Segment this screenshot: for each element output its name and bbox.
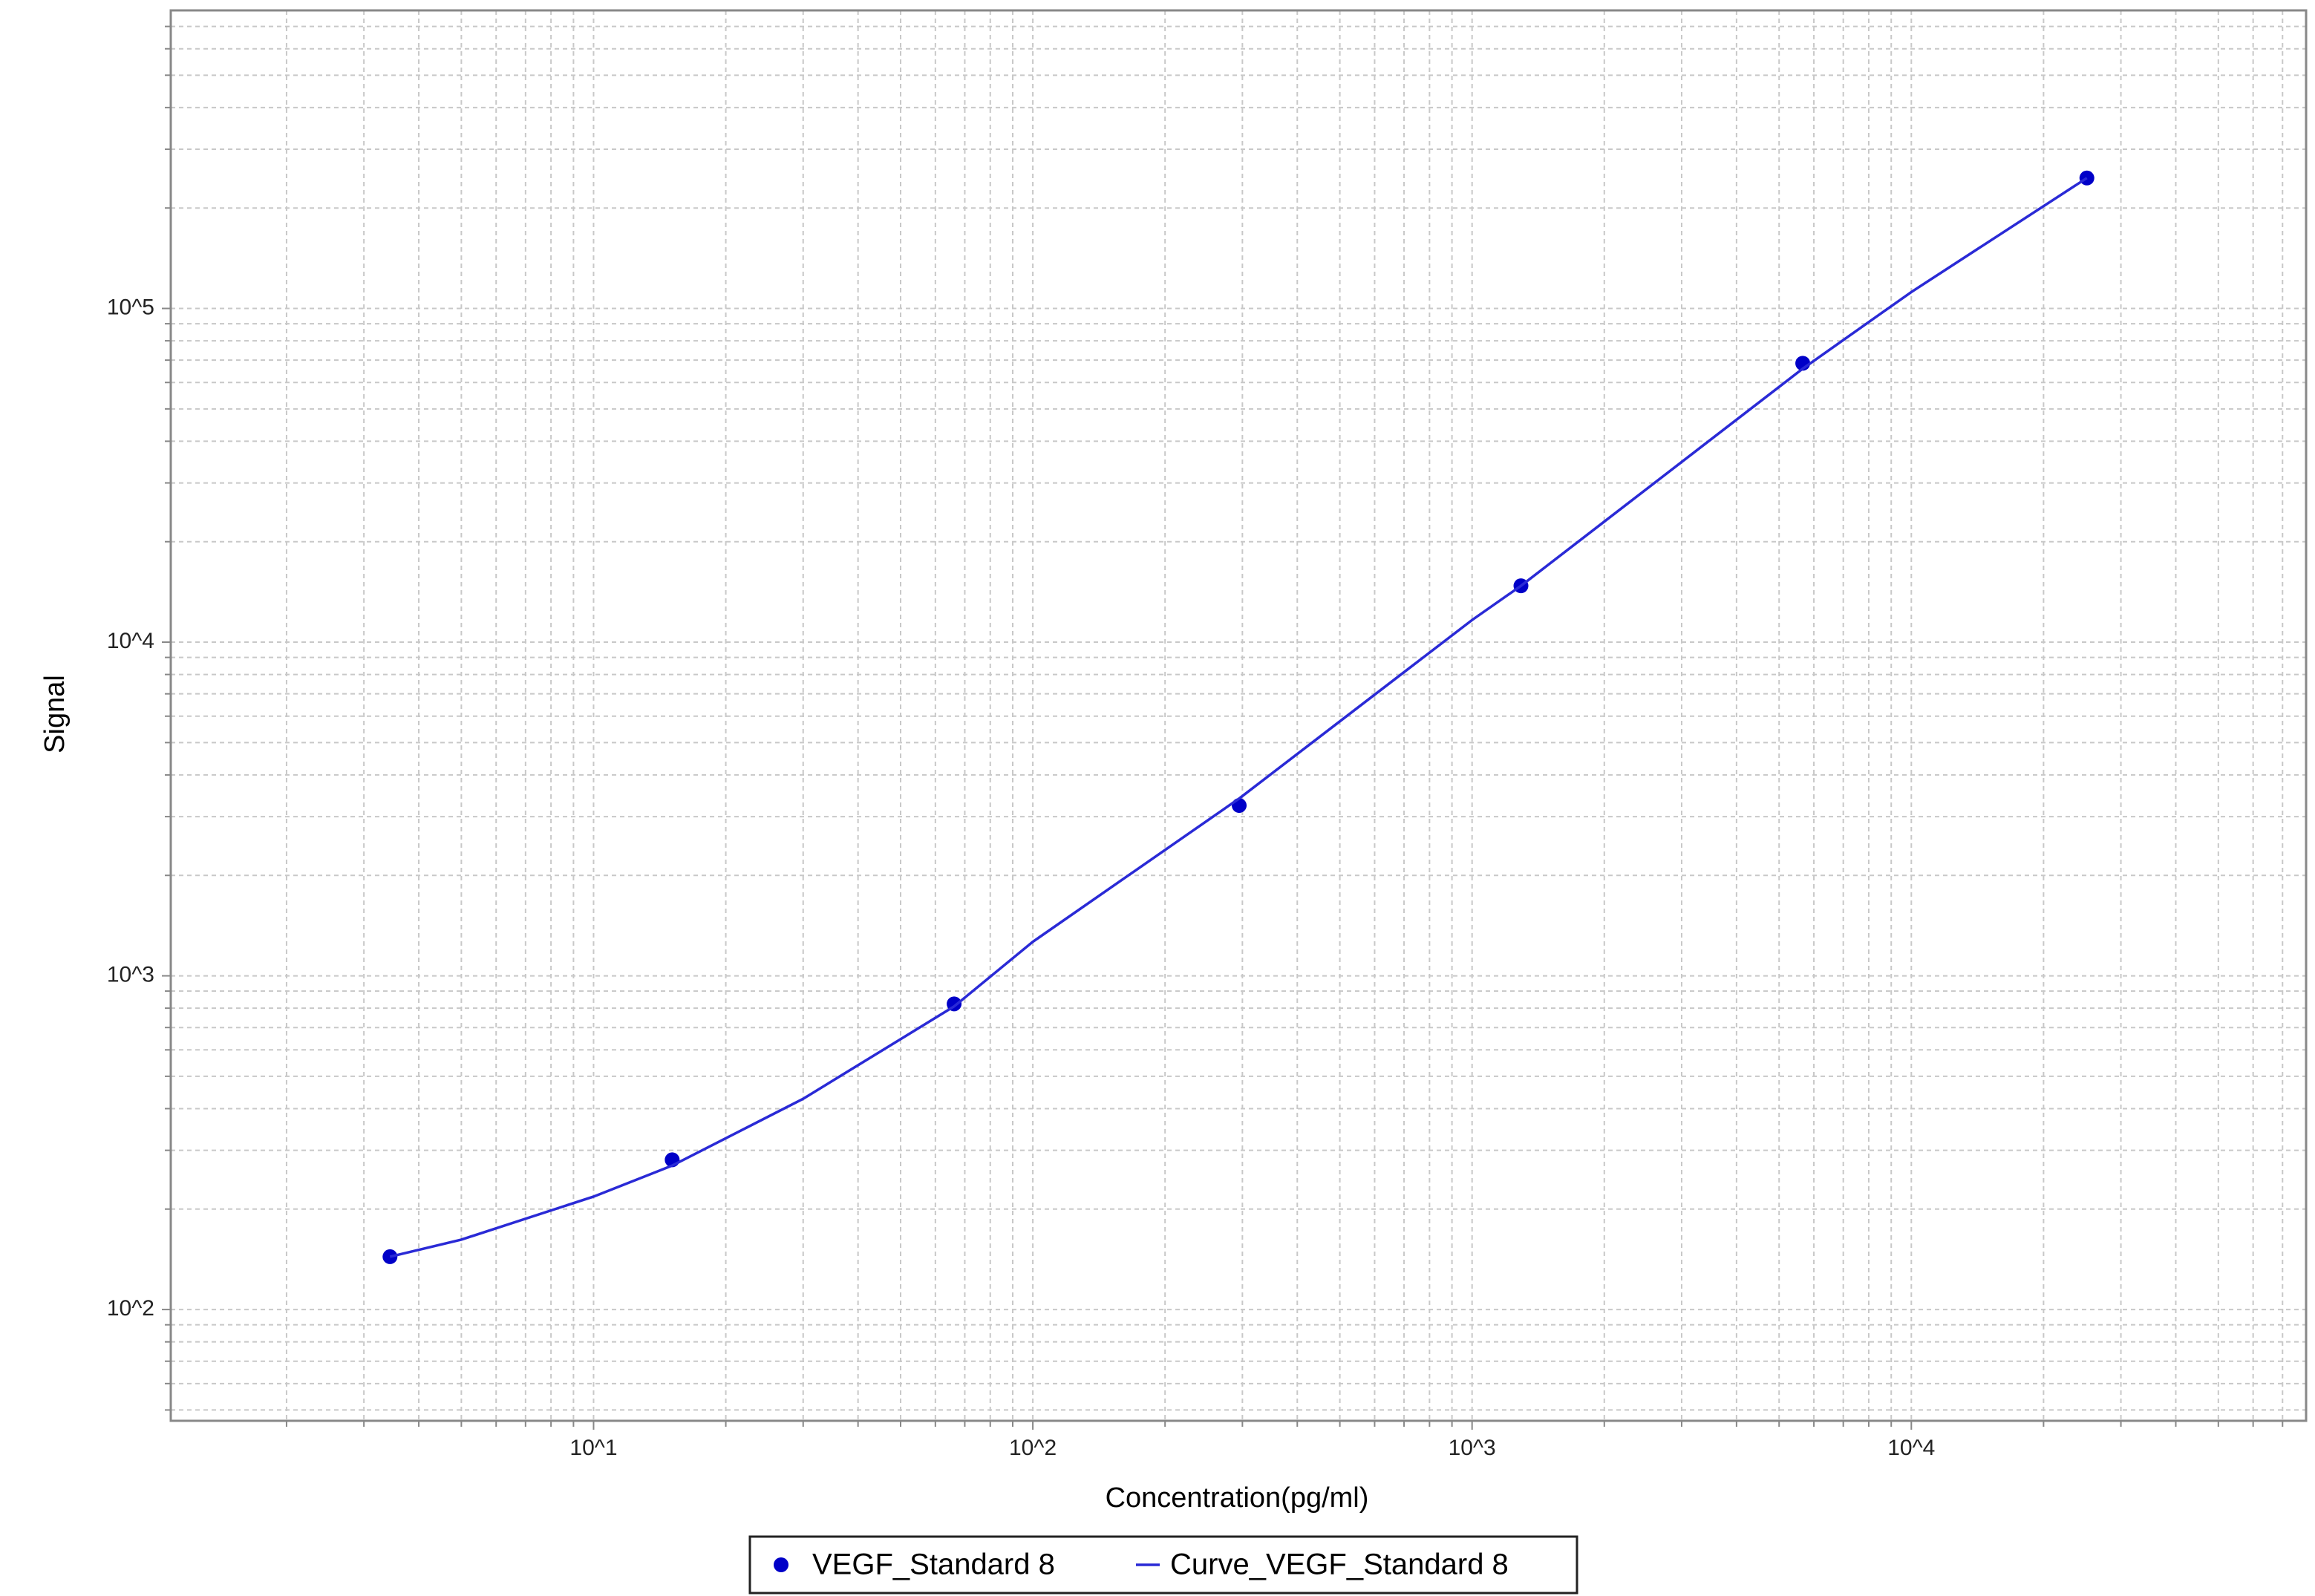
plot-frame: [169, 9, 2308, 1422]
legend-label: Curve_VEGF_Standard 8: [1170, 1548, 1509, 1581]
curve: [389, 177, 2088, 1258]
legend-label: VEGF_Standard 8: [812, 1548, 1055, 1581]
y-axis-title: Signal: [39, 675, 71, 753]
legend-marker: [774, 1557, 788, 1572]
x-tick-label: 10^1: [569, 1436, 617, 1460]
grid: [165, 10, 2306, 1427]
x-axis-title: Concentration(pg/ml): [1106, 1482, 1369, 1514]
x-tick-label: 10^4: [1887, 1436, 1935, 1460]
x-tick-label: 10^2: [1009, 1436, 1057, 1460]
point: [1232, 798, 1247, 814]
y-tick-label: 10^4: [107, 629, 154, 653]
legend-box: [748, 1535, 1578, 1595]
y-tick-label: 10^3: [107, 962, 154, 987]
y-tick-label: 10^5: [107, 295, 154, 319]
y-tick-label: 10^2: [107, 1296, 154, 1321]
x-tick-label: 10^3: [1449, 1436, 1496, 1460]
